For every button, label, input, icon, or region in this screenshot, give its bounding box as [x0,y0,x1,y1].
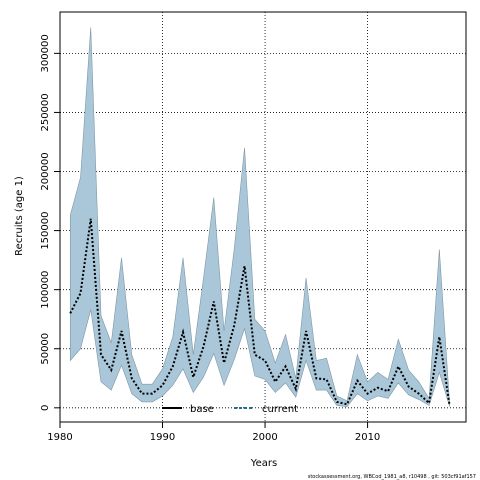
x-tick-label: 1990 [150,432,175,443]
legend: base current [162,404,298,415]
y-tick-label: 300000 [40,34,51,72]
current-estimate-line [69,218,451,406]
credit-text: stockassessment.org, WBCod_1981_a8, r104… [308,474,476,480]
y-tick-label: 50000 [40,333,51,365]
plot-frame [59,11,467,423]
legend-label-current: current [262,404,298,415]
x-tick-label: 1980 [47,432,72,443]
y-axis-ticks: 0 50000 100000 150000 200000 250000 300000 [40,34,60,411]
x-axis-ticks: 1980 1990 2000 2010 [47,422,380,443]
y-tick-label: 100000 [40,271,51,309]
x-axis-title: Years [250,458,277,469]
y-tick-label: 250000 [40,93,51,131]
y-tick-label: 200000 [40,152,51,190]
x-tick-label: 2000 [252,432,277,443]
y-tick-label: 0 [40,405,51,411]
legend-label-base: base [190,404,214,415]
y-axis-title: Recruits (age 1) [14,176,25,256]
y-tick-label: 150000 [40,211,51,249]
x-tick-label: 2010 [355,432,380,443]
confidence-band [69,27,450,407]
